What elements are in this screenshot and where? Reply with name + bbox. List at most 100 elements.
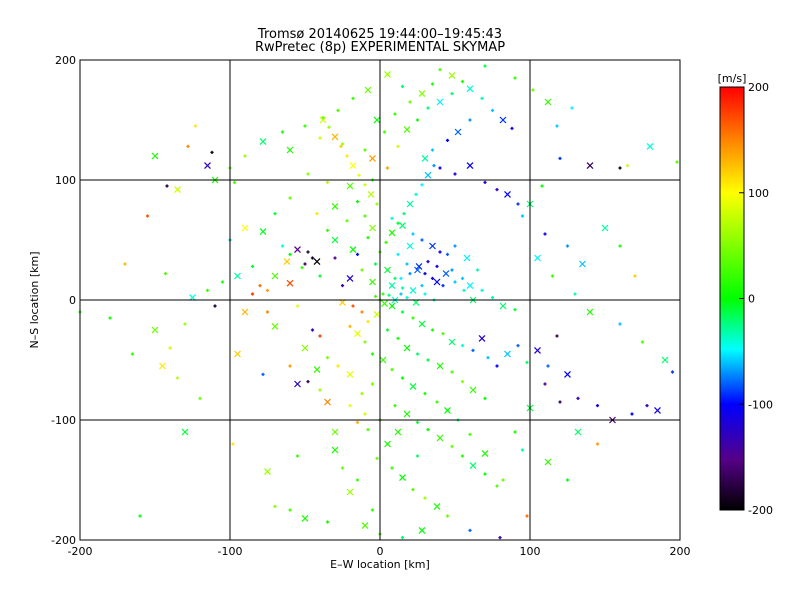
data-point	[516, 344, 520, 348]
data-point	[325, 180, 330, 184]
data-point	[360, 392, 364, 396]
data-point	[381, 300, 388, 308]
data-point	[442, 270, 450, 278]
data-point	[294, 246, 301, 254]
data-point	[382, 130, 387, 134]
data-point	[381, 292, 385, 296]
data-point	[403, 410, 411, 418]
data-point	[418, 90, 426, 98]
data-point	[540, 184, 544, 188]
data-point	[183, 322, 187, 326]
data-point	[525, 360, 529, 364]
data-point	[385, 328, 390, 332]
y-tick-label: 0	[69, 294, 76, 307]
x-tick-label: 0	[377, 545, 384, 558]
data-point	[301, 344, 309, 352]
data-point	[453, 244, 457, 248]
data-point	[388, 302, 396, 310]
data-point	[373, 262, 378, 266]
data-point	[579, 260, 586, 268]
data-point	[336, 108, 340, 112]
data-point	[445, 252, 450, 256]
data-point	[483, 396, 487, 400]
data-point	[318, 274, 322, 278]
data-point	[400, 84, 405, 88]
data-point	[327, 125, 331, 129]
data-point	[355, 252, 360, 256]
data-point	[436, 434, 444, 442]
y-tick-label: 100	[55, 174, 76, 187]
data-point	[286, 279, 294, 287]
data-point	[310, 328, 315, 332]
data-point	[564, 370, 571, 378]
chart-subtitle: RwPretec (8p) EXPERIMENTAL SKYMAP	[254, 40, 506, 55]
data-point	[555, 124, 559, 128]
data-point	[411, 488, 415, 492]
data-point	[409, 286, 417, 294]
data-points	[78, 64, 679, 540]
data-point	[534, 254, 541, 262]
data-point	[654, 406, 661, 414]
data-point	[513, 308, 517, 312]
data-point	[346, 370, 354, 378]
colorbar-tick-label: 100	[748, 187, 769, 200]
data-point	[321, 116, 325, 120]
x-tick-label: 100	[520, 545, 541, 558]
data-point	[319, 116, 327, 124]
data-point	[435, 264, 439, 268]
data-point	[264, 468, 271, 476]
data-point	[460, 454, 465, 458]
data-point	[438, 250, 442, 254]
data-point	[595, 442, 600, 446]
data-point	[661, 356, 669, 364]
data-point	[220, 280, 225, 284]
data-point	[364, 86, 372, 94]
grid-lines	[80, 60, 680, 540]
data-point	[396, 252, 400, 256]
data-point	[646, 142, 654, 150]
data-point	[373, 294, 378, 298]
data-point	[363, 340, 367, 344]
data-point	[265, 288, 270, 292]
data-point	[633, 274, 637, 278]
data-point	[375, 202, 379, 206]
data-point	[159, 362, 166, 370]
data-point	[406, 242, 414, 250]
data-point	[429, 242, 436, 250]
y-axis-label: N–S location [km]	[28, 251, 41, 348]
data-point	[495, 364, 499, 368]
data-point	[414, 192, 418, 196]
data-point	[313, 258, 321, 266]
data-point	[468, 432, 472, 436]
y-tick-label: -100	[51, 414, 76, 427]
data-point	[426, 260, 430, 264]
data-point	[390, 368, 394, 372]
data-point	[363, 148, 367, 152]
data-point	[295, 304, 300, 308]
data-point	[453, 172, 457, 176]
data-point	[345, 154, 349, 158]
data-point	[399, 276, 403, 280]
data-point	[415, 118, 420, 122]
data-point	[340, 142, 345, 146]
data-point	[415, 262, 423, 270]
data-point	[370, 352, 375, 356]
data-point	[175, 376, 180, 380]
data-point	[349, 246, 357, 254]
data-point	[418, 526, 426, 534]
data-point	[234, 350, 241, 358]
data-point	[384, 70, 391, 78]
data-point	[273, 504, 277, 508]
data-point	[495, 188, 499, 192]
data-point	[355, 420, 360, 424]
data-point	[163, 272, 168, 276]
data-point	[570, 106, 574, 110]
data-point	[450, 370, 454, 374]
data-point	[210, 150, 214, 154]
data-point	[555, 334, 559, 338]
data-point	[280, 130, 285, 134]
data-point	[333, 256, 337, 260]
data-point	[346, 488, 354, 496]
data-point	[108, 316, 112, 320]
